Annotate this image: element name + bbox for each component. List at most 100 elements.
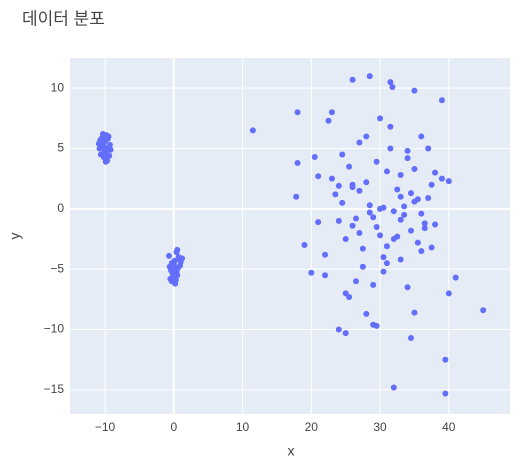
point xyxy=(339,199,346,206)
point xyxy=(397,193,404,200)
point xyxy=(411,87,418,94)
point xyxy=(328,175,335,182)
point xyxy=(322,251,329,258)
point xyxy=(383,260,390,267)
point xyxy=(301,242,308,249)
point xyxy=(383,243,390,250)
point xyxy=(438,97,445,104)
point xyxy=(442,390,449,397)
point xyxy=(380,268,387,275)
y-tick-label: −5 xyxy=(50,261,64,275)
point xyxy=(418,133,425,140)
point xyxy=(428,181,435,188)
point xyxy=(387,123,394,130)
point xyxy=(418,210,425,217)
point xyxy=(408,334,414,341)
x-axis-title: x xyxy=(288,443,295,459)
point xyxy=(390,236,397,243)
point xyxy=(370,281,377,288)
point xyxy=(294,109,301,116)
chart-title: 데이터 분포 xyxy=(22,9,105,28)
point xyxy=(480,307,487,314)
point xyxy=(445,178,452,185)
point xyxy=(359,245,366,252)
point xyxy=(401,211,408,218)
point xyxy=(411,198,418,205)
point xyxy=(411,166,418,173)
point xyxy=(356,139,363,146)
point xyxy=(404,284,411,291)
point xyxy=(353,215,359,222)
point xyxy=(311,153,318,160)
point xyxy=(363,310,370,317)
point xyxy=(380,204,387,211)
point xyxy=(342,236,349,243)
point xyxy=(373,158,380,165)
point xyxy=(411,309,418,316)
point xyxy=(425,145,432,152)
y-tick-label: 10 xyxy=(51,80,65,94)
point xyxy=(346,163,353,170)
point xyxy=(100,153,107,160)
point xyxy=(363,133,370,140)
point xyxy=(349,181,356,188)
point xyxy=(370,214,377,221)
point xyxy=(442,356,449,363)
point xyxy=(335,182,342,189)
point xyxy=(397,216,404,223)
point xyxy=(366,73,373,80)
point xyxy=(397,172,404,179)
y-tick-label: −10 xyxy=(44,322,65,336)
point xyxy=(349,222,356,229)
point xyxy=(308,269,315,276)
point xyxy=(106,141,113,148)
point xyxy=(421,220,428,227)
point xyxy=(173,268,180,275)
point xyxy=(97,137,104,144)
point xyxy=(363,179,370,186)
point xyxy=(383,168,390,175)
plot-area xyxy=(70,58,510,414)
point xyxy=(387,79,394,86)
point xyxy=(100,141,106,148)
point xyxy=(387,145,394,152)
point xyxy=(325,117,332,124)
point xyxy=(103,132,110,139)
point xyxy=(294,159,301,166)
point xyxy=(377,232,384,239)
point xyxy=(171,257,178,264)
point xyxy=(414,239,421,246)
point xyxy=(174,246,181,253)
x-tick-label: 40 xyxy=(442,420,456,434)
point xyxy=(332,191,339,198)
point xyxy=(356,187,363,194)
point xyxy=(322,272,329,279)
point xyxy=(293,193,300,200)
point xyxy=(335,217,342,224)
x-tick-label: −10 xyxy=(95,420,116,434)
point xyxy=(169,274,176,281)
point xyxy=(249,127,256,134)
point xyxy=(404,147,411,154)
x-tick-label: 30 xyxy=(373,420,387,434)
point xyxy=(389,83,396,90)
y-tick-label: −15 xyxy=(44,382,65,396)
point xyxy=(353,278,359,285)
y-axis-title: y xyxy=(7,233,23,240)
point xyxy=(366,202,373,209)
point xyxy=(390,208,397,215)
point xyxy=(342,290,349,297)
point xyxy=(438,175,445,182)
point xyxy=(408,227,414,234)
point xyxy=(432,169,439,176)
point xyxy=(425,194,432,201)
point xyxy=(101,149,108,156)
point xyxy=(356,229,363,236)
point xyxy=(394,186,401,193)
point xyxy=(401,203,408,210)
point xyxy=(380,254,387,261)
point xyxy=(418,248,425,255)
point xyxy=(315,219,322,226)
point xyxy=(373,223,380,230)
